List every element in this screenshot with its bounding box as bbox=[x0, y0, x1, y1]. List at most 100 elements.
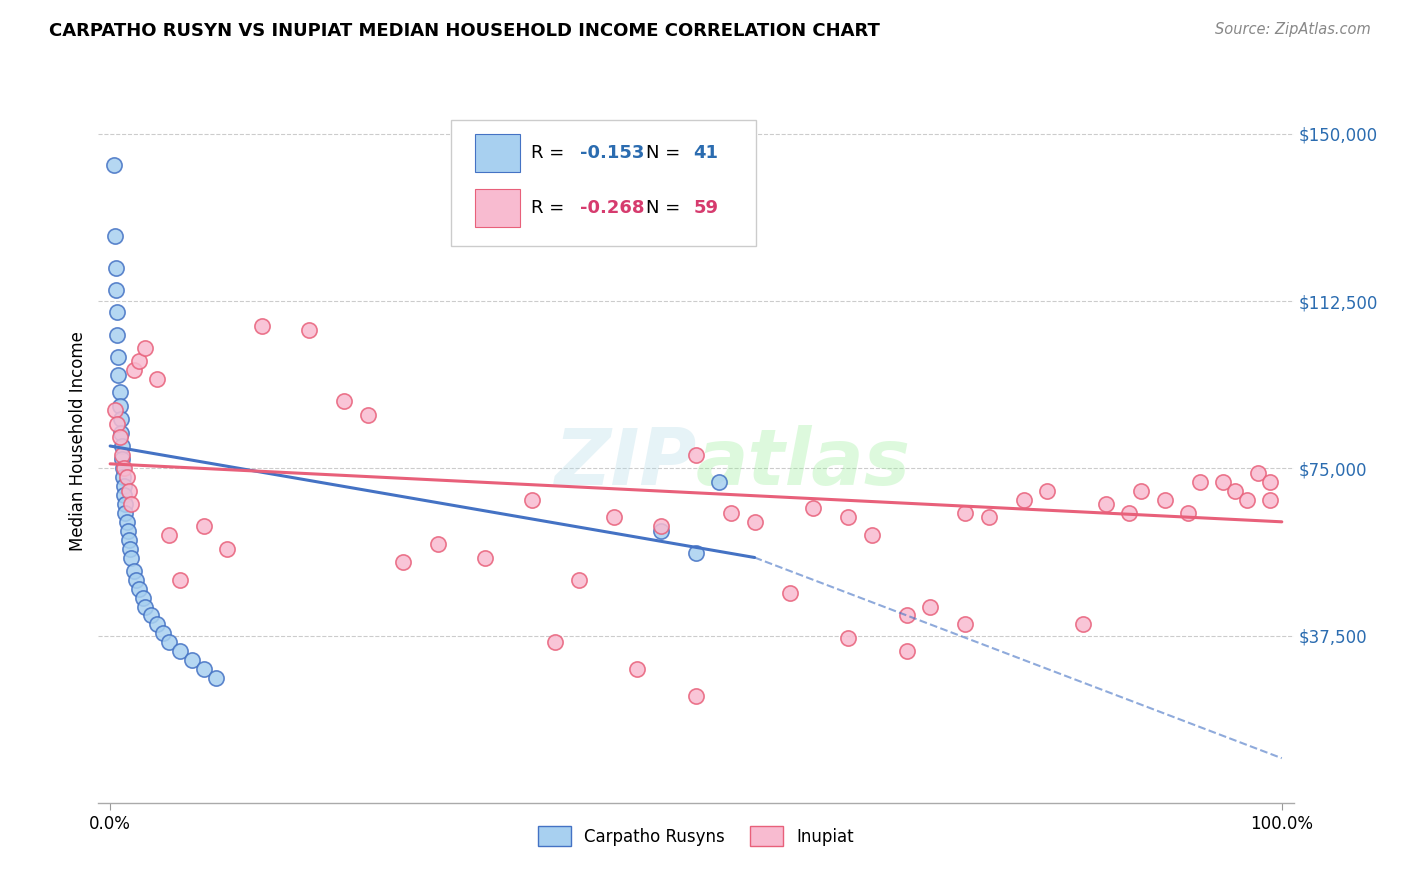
Text: ZIP: ZIP bbox=[554, 425, 696, 501]
Point bbox=[111, 452, 134, 467]
Point bbox=[114, 506, 136, 520]
Point bbox=[104, 403, 127, 417]
Text: -0.153: -0.153 bbox=[581, 145, 644, 162]
Point bbox=[1258, 492, 1281, 507]
Point bbox=[801, 501, 824, 516]
Point bbox=[105, 417, 128, 431]
Point bbox=[1188, 475, 1211, 489]
Point bbox=[108, 399, 131, 413]
Point bbox=[603, 510, 626, 524]
Point bbox=[896, 608, 918, 623]
Point bbox=[122, 363, 145, 377]
Point bbox=[685, 689, 707, 703]
Point bbox=[252, 318, 274, 333]
Point bbox=[955, 617, 977, 632]
Point bbox=[357, 408, 380, 422]
Point bbox=[1095, 497, 1118, 511]
Point bbox=[920, 599, 942, 614]
Point bbox=[157, 528, 180, 542]
Point bbox=[1212, 475, 1234, 489]
Y-axis label: Median Household Income: Median Household Income bbox=[69, 332, 87, 551]
Point bbox=[193, 662, 215, 676]
FancyBboxPatch shape bbox=[475, 135, 520, 172]
Point bbox=[132, 591, 155, 605]
Point bbox=[1012, 492, 1035, 507]
Point bbox=[977, 510, 1000, 524]
Point bbox=[108, 385, 131, 400]
Point bbox=[333, 394, 356, 409]
Point bbox=[837, 631, 859, 645]
Point bbox=[112, 461, 135, 475]
Point bbox=[114, 497, 136, 511]
Point bbox=[427, 537, 450, 551]
Point bbox=[108, 430, 131, 444]
Point bbox=[626, 662, 648, 676]
Point bbox=[141, 608, 163, 623]
Point bbox=[112, 488, 135, 502]
Point bbox=[204, 671, 226, 685]
Point bbox=[110, 412, 132, 426]
Point bbox=[112, 470, 135, 484]
Point bbox=[169, 573, 191, 587]
Point bbox=[779, 586, 801, 600]
Point bbox=[146, 617, 169, 632]
Point bbox=[720, 506, 742, 520]
Point bbox=[105, 283, 128, 297]
Point bbox=[157, 635, 180, 649]
Point bbox=[474, 550, 496, 565]
Text: CARPATHO RUSYN VS INUPIAT MEDIAN HOUSEHOLD INCOME CORRELATION CHART: CARPATHO RUSYN VS INUPIAT MEDIAN HOUSEHO… bbox=[49, 22, 880, 40]
Point bbox=[1177, 506, 1199, 520]
Point bbox=[118, 483, 141, 498]
Text: 41: 41 bbox=[693, 145, 718, 162]
Point bbox=[120, 541, 141, 556]
Point bbox=[520, 492, 543, 507]
Point bbox=[1036, 483, 1059, 498]
Text: -0.268: -0.268 bbox=[581, 199, 644, 217]
Point bbox=[1071, 617, 1094, 632]
Text: R =: R = bbox=[531, 145, 569, 162]
Point bbox=[115, 515, 138, 529]
Point bbox=[1258, 475, 1281, 489]
Point bbox=[107, 368, 129, 382]
Point bbox=[115, 470, 138, 484]
Point bbox=[685, 546, 707, 560]
Point bbox=[125, 573, 148, 587]
Point bbox=[217, 541, 239, 556]
Point bbox=[298, 323, 321, 337]
Point bbox=[1247, 466, 1270, 480]
Point bbox=[112, 479, 135, 493]
Legend: Carpatho Rusyns, Inupiat: Carpatho Rusyns, Inupiat bbox=[531, 820, 860, 852]
Point bbox=[111, 448, 134, 462]
Point bbox=[110, 425, 132, 440]
Point bbox=[181, 653, 204, 667]
Point bbox=[122, 564, 145, 578]
Point bbox=[134, 341, 156, 355]
Point bbox=[111, 439, 134, 453]
Point bbox=[544, 635, 567, 649]
Point bbox=[955, 506, 977, 520]
Text: 59: 59 bbox=[693, 199, 718, 217]
Point bbox=[392, 555, 415, 569]
Point bbox=[896, 644, 918, 658]
Point bbox=[1118, 506, 1140, 520]
Point bbox=[1236, 492, 1258, 507]
Text: R =: R = bbox=[531, 199, 569, 217]
Point bbox=[193, 519, 215, 533]
Point bbox=[128, 582, 150, 596]
Point bbox=[1223, 483, 1246, 498]
Text: atlas: atlas bbox=[696, 425, 911, 501]
Text: N =: N = bbox=[645, 145, 686, 162]
Point bbox=[118, 533, 141, 547]
Point bbox=[152, 626, 174, 640]
Point bbox=[103, 158, 125, 172]
Text: N =: N = bbox=[645, 199, 686, 217]
Point bbox=[104, 229, 127, 244]
Point bbox=[650, 519, 672, 533]
Point bbox=[650, 524, 672, 538]
Point bbox=[105, 327, 128, 342]
Point bbox=[1153, 492, 1175, 507]
FancyBboxPatch shape bbox=[475, 189, 520, 227]
Point bbox=[169, 644, 191, 658]
Point bbox=[837, 510, 859, 524]
Point bbox=[685, 448, 707, 462]
